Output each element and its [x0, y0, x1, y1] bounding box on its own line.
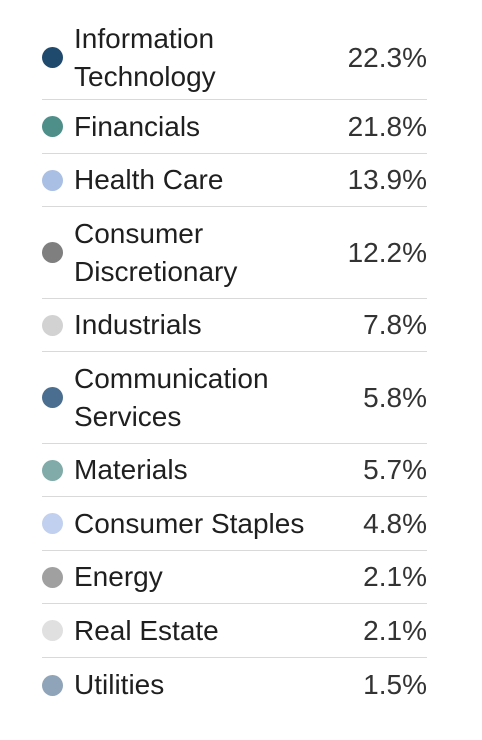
sector-value: 5.7%	[363, 454, 427, 485]
legend-row: Utilities 1.5%	[42, 658, 427, 712]
sector-value: 12.2%	[347, 236, 427, 268]
sector-value: 2.1%	[363, 561, 427, 592]
sector-label: Energy	[74, 561, 163, 592]
color-swatch	[42, 314, 63, 336]
sector-label: Information Technology	[74, 22, 216, 92]
sector-value: 21.8%	[347, 110, 427, 142]
sector-label: Real Estate	[74, 614, 219, 646]
color-swatch	[42, 620, 63, 641]
color-swatch	[42, 116, 63, 137]
sector-value: 22.3%	[347, 41, 427, 73]
sector-label: Consumer Staples	[74, 507, 305, 539]
legend-row: Real Estate 2.1%	[42, 604, 427, 658]
sector-label: Industrials	[74, 309, 202, 340]
legend-row: Communication Services 5.8%	[42, 352, 427, 444]
legend-row: Consumer Staples 4.8%	[42, 497, 427, 551]
sector-value: 5.8%	[363, 381, 427, 413]
sector-legend-table: Information Technology 22.3% Financials …	[42, 16, 427, 712]
sector-value: 13.9%	[347, 164, 427, 195]
color-swatch	[42, 169, 63, 191]
sector-value: 1.5%	[363, 669, 427, 700]
sector-label: Utilities	[74, 669, 165, 700]
sector-label: Materials	[74, 454, 188, 485]
legend-row: Health Care 13.9%	[42, 154, 427, 207]
sector-value: 4.8%	[363, 507, 427, 539]
sector-value: 7.8%	[363, 309, 427, 340]
color-swatch	[42, 513, 63, 534]
sector-label: Communication Services	[74, 362, 269, 432]
legend-row: Materials 5.7%	[42, 444, 427, 497]
color-swatch	[42, 674, 63, 696]
color-swatch	[42, 459, 63, 481]
color-swatch	[42, 566, 63, 588]
sector-label: Consumer Discretionary	[74, 217, 238, 287]
legend-row: Information Technology 22.3%	[42, 16, 427, 100]
sector-label: Health Care	[74, 164, 224, 195]
legend-row: Industrials 7.8%	[42, 299, 427, 352]
legend-row: Consumer Discretionary 12.2%	[42, 207, 427, 299]
color-swatch	[42, 387, 63, 408]
sector-value: 2.1%	[363, 614, 427, 646]
color-swatch	[42, 47, 63, 68]
legend-row: Financials 21.8%	[42, 100, 427, 154]
sector-label: Financials	[74, 110, 201, 142]
color-swatch	[42, 242, 63, 263]
legend-row: Energy 2.1%	[42, 551, 427, 604]
